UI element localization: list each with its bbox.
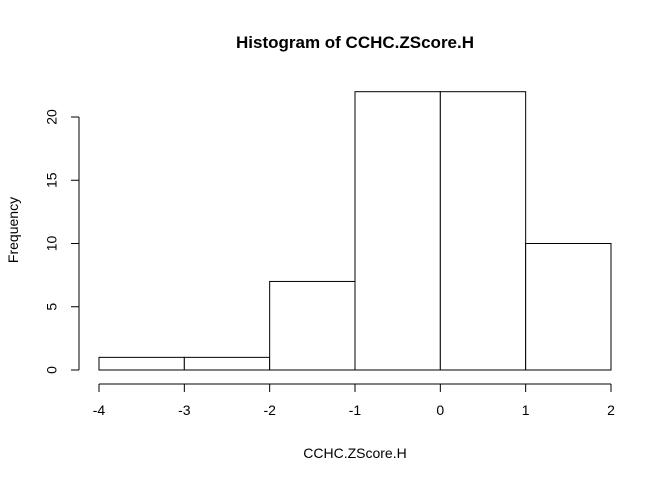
histogram-bar	[525, 243, 612, 371]
histogram-bar	[98, 356, 185, 371]
x-axis: -4 -3 -2 -1 0 1 2	[93, 383, 615, 418]
x-tick-label: 2	[607, 402, 615, 418]
y-axis: 0 5 10 15 20	[44, 109, 80, 374]
x-tick-label: -3	[178, 402, 191, 418]
histogram-bar	[354, 91, 441, 371]
x-axis-label: CCHC.ZScore.H	[303, 445, 406, 461]
y-tick-label: 20	[44, 109, 60, 125]
chart-title: Histogram of CCHC.ZScore.H	[236, 33, 474, 52]
histogram-bar	[183, 356, 271, 371]
histogram-bar	[269, 280, 356, 371]
x-tick-label: -1	[349, 402, 362, 418]
bars-group	[98, 91, 612, 371]
x-tick-label: 0	[436, 402, 444, 418]
histogram-bar	[439, 91, 527, 371]
x-tick-label: 1	[522, 402, 530, 418]
y-tick-label: 15	[44, 172, 60, 188]
x-tick-label: -2	[263, 402, 276, 418]
x-tick-label: -4	[93, 402, 106, 418]
y-tick-label: 0	[44, 366, 60, 374]
y-tick-label: 5	[44, 303, 60, 311]
y-axis-label: Frequency	[5, 197, 21, 263]
y-tick-label: 10	[44, 236, 60, 252]
